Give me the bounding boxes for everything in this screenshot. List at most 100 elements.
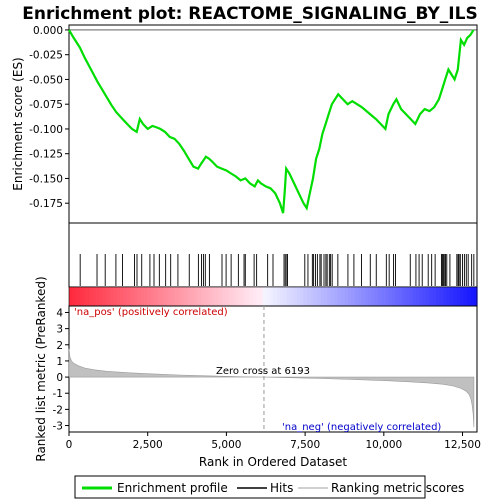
gradient-bar-segment xyxy=(252,287,257,306)
gradient-bar-segment xyxy=(361,287,366,306)
gradient-bar-segment xyxy=(422,287,427,306)
chart-title: Enrichment plot: REACTOME_SIGNALING_BY_I… xyxy=(22,4,477,24)
gradient-bar-segment xyxy=(398,287,403,306)
gradient-bar-segment xyxy=(378,287,383,306)
gradient-bar-segment xyxy=(341,287,345,306)
gradient-bar-segment xyxy=(222,287,226,306)
gradient-bar-segment xyxy=(239,287,243,306)
gradient-bar-segment xyxy=(228,287,233,306)
gradient-bar-segment xyxy=(364,287,369,306)
gradient-bar-segment xyxy=(453,287,458,306)
gradient-bar-segment xyxy=(327,287,332,306)
gradient-bar-segment xyxy=(123,287,128,306)
x-tick-label: 0 xyxy=(66,439,73,451)
gradient-bar-segment xyxy=(310,287,315,306)
gradient-bar-segment xyxy=(463,287,468,306)
legend-label-enrichment-profile: Enrichment profile xyxy=(117,481,228,495)
gradient-bar-segment xyxy=(439,287,444,306)
gradient-bar-segment xyxy=(184,287,189,306)
gradient-bar-segment xyxy=(72,287,77,306)
metric-tick-label: 1 xyxy=(56,356,63,368)
metric-tick-label: 4 xyxy=(56,307,63,319)
gradient-bar-segment xyxy=(171,287,175,306)
gradient-bar-segment xyxy=(419,287,424,306)
gradient-bar-segment xyxy=(300,287,305,306)
gradient-bar-segment xyxy=(296,287,301,306)
gradient-bar-segment xyxy=(293,287,298,306)
gradient-bar-segment xyxy=(262,287,267,306)
gradient-bar-segment xyxy=(371,287,376,306)
gradient-bar-segment xyxy=(276,287,281,306)
gradient-bar-segment xyxy=(96,287,101,306)
es-tick-label: 0.000 xyxy=(33,25,63,37)
gradient-bar-segment xyxy=(113,287,118,306)
gradient-bar-segment xyxy=(143,287,148,306)
gradient-bar-segment xyxy=(324,287,328,306)
gradient-bar-segment xyxy=(446,287,451,306)
gradient-bar-segment xyxy=(235,287,240,306)
gradient-bar-segment xyxy=(92,287,97,306)
metric-axis: 4 3 2 1 0 -1 -2 -3 xyxy=(53,307,69,433)
gradient-bar-segment xyxy=(432,287,437,306)
es-axis: 0.000 -0.025 -0.050 -0.075 -0.100 -0.125 -0.15… xyxy=(29,25,69,210)
gradient-bar-segment xyxy=(215,287,220,306)
gradient-bar-segment xyxy=(103,287,107,306)
x-tick-label: 10,000 xyxy=(365,439,402,451)
gradient-bar-segment xyxy=(266,287,271,306)
zero-cross-label: Zero cross at 6193 xyxy=(216,366,310,377)
gradient-bar-segment xyxy=(412,287,417,306)
es-tick-label: -0.125 xyxy=(29,149,63,161)
gradient-bar-segment xyxy=(426,287,430,306)
gradient-bar-segment xyxy=(86,287,90,306)
gradient-bar-segment xyxy=(466,287,471,306)
gradient-bar-segment xyxy=(164,287,169,306)
gradient-bar-segment xyxy=(177,287,182,306)
gradient-bar-segment xyxy=(82,287,87,306)
gradient-bar-segment xyxy=(205,287,209,306)
gradient-bar-segment xyxy=(449,287,454,306)
positive-correlation-label: 'na_pos' (positively correlated) xyxy=(74,307,228,318)
gradient-bar-segment xyxy=(79,287,84,306)
metric-tick-label: -2 xyxy=(53,404,63,416)
gradient-bar-segment xyxy=(337,287,342,306)
metric-axis-label: Ranked list metric (PreRanked) xyxy=(34,276,48,461)
x-axis-label: Rank in Ordered Dataset xyxy=(199,455,347,469)
gradient-bar-segment xyxy=(317,287,322,306)
gradient-bar-segment xyxy=(242,287,247,306)
gradient-bar-segment xyxy=(436,287,441,306)
gradient-bar-segment xyxy=(381,287,386,306)
es-tick-label: -0.025 xyxy=(29,50,63,62)
metric-panel-frame xyxy=(68,305,478,433)
gradient-bar-segment xyxy=(167,287,172,306)
gradient-bar-segment xyxy=(160,287,165,306)
negative-correlation-label: 'na_neg' (negatively correlated) xyxy=(282,422,441,433)
enrichment-profile-line xyxy=(68,29,475,214)
metric-tick-label: 3 xyxy=(56,324,63,336)
gradient-bar-segment xyxy=(385,287,390,306)
gradient-bar-segment xyxy=(191,287,196,306)
gradient-bar-segment xyxy=(320,287,325,306)
gradient-bar-segment xyxy=(388,287,393,306)
x-tick-label: 2,500 xyxy=(133,439,163,451)
gradient-bar-segment xyxy=(470,287,475,306)
es-tick-label: -0.175 xyxy=(29,198,63,210)
gradient-bar-segment xyxy=(150,287,155,306)
x-axis: 0 2,500 5,000 7,500 10,000 12,500 xyxy=(66,432,481,451)
legend-label-hits: Hits xyxy=(270,481,293,495)
es-axis-label: Enrichment score (ES) xyxy=(11,57,25,190)
gradient-bar-segment xyxy=(218,287,223,306)
gradient-bar-segment xyxy=(368,287,373,306)
gradient-bar-segment xyxy=(201,287,206,306)
x-tick-label: 5,000 xyxy=(211,439,241,451)
metric-tick-label: 2 xyxy=(56,340,63,352)
gradient-bar-segment xyxy=(409,287,413,306)
gradient-bar-segment xyxy=(208,287,213,306)
gradient-bar-segment xyxy=(109,287,114,306)
gradient-bar-segment xyxy=(75,287,80,306)
metric-tick-label: -3 xyxy=(53,421,63,433)
gradient-bar-segment xyxy=(290,287,294,306)
es-tick-label: -0.075 xyxy=(29,99,63,111)
gradient-bar-segment xyxy=(402,287,407,306)
gradient-bar-segment xyxy=(473,287,478,306)
